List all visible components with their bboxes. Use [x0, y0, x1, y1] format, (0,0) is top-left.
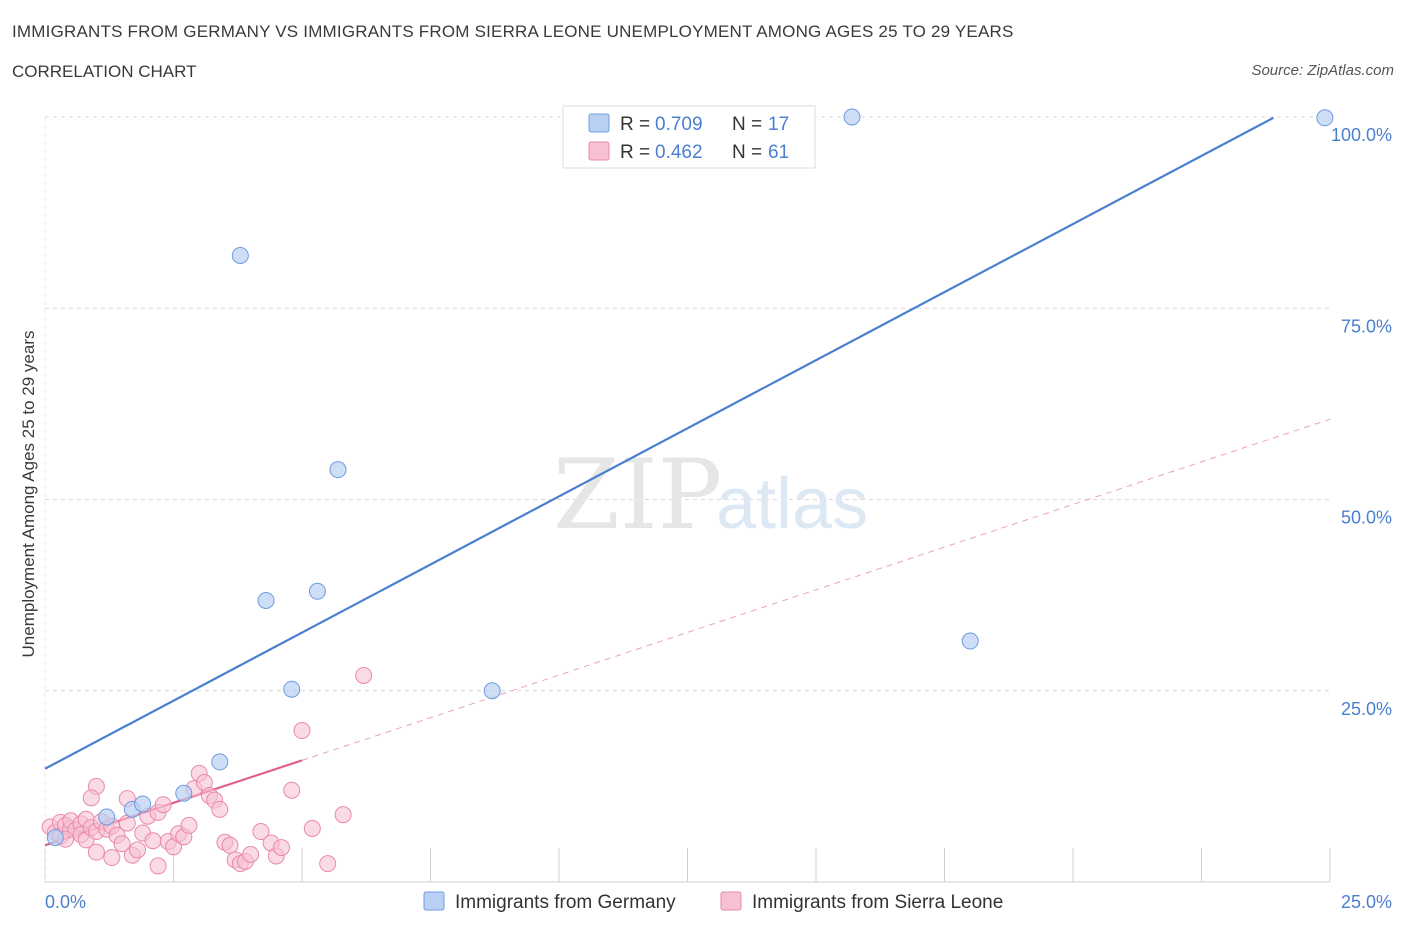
chart-title: IMMIGRANTS FROM GERMANY VS IMMIGRANTS FR… [12, 22, 1014, 41]
y-tick-label: 75.0% [1341, 316, 1392, 336]
legend-swatch-sierra-leone [588, 141, 610, 161]
correlation-legend: R = 0.709 N = 17 R = 0.462 N = 61 [562, 105, 816, 169]
watermark-atlas: atlas [716, 464, 868, 544]
source-label: Source: ZipAtlas.com [1251, 62, 1394, 79]
sierra-leone-point [334, 806, 352, 824]
germany-point [961, 632, 979, 650]
germany-point [46, 829, 64, 847]
germany-point [257, 591, 275, 609]
germany-point [483, 682, 501, 700]
y-tick-label: 25.0% [1341, 699, 1392, 719]
sierra-leone-point [113, 835, 131, 853]
germany-point [98, 808, 116, 826]
germany-point [1316, 109, 1334, 127]
x-axis-ticks [44, 117, 1331, 882]
sierra-leone-point [180, 816, 198, 834]
y-tick-label: 50.0% [1341, 508, 1392, 528]
bottom-legend-swatch-sierra-leone [720, 891, 742, 911]
germany-point [329, 461, 347, 479]
germany-point [231, 246, 249, 264]
sierra-leone-points [41, 666, 373, 875]
watermark-zip: ZIP [553, 439, 722, 551]
sierra-leone-trend-extension [301, 418, 1331, 761]
series-legend: Immigrants from Germany Immigrants from … [423, 891, 1003, 913]
sierra-leone-point [211, 800, 229, 818]
legend-r-label-sierra-leone: R = [620, 142, 650, 163]
sierra-leone-point [144, 832, 162, 850]
sierra-leone-point [129, 841, 147, 859]
sierra-leone-point [103, 849, 121, 867]
sierra-leone-point [221, 836, 239, 854]
germany-point [843, 108, 861, 126]
sierra-leone-point [303, 819, 321, 837]
sierra-leone-point [82, 789, 100, 807]
x-tick-label-min: 0.0% [45, 892, 86, 912]
legend-swatch-germany [588, 113, 610, 133]
sierra-leone-point [154, 796, 172, 814]
y-axis-label: Unemployment Among Ages 25 to 29 years [19, 331, 38, 658]
x-tick-label-max: 25.0% [1341, 892, 1392, 912]
legend-r-value-germany: 0.709 [655, 114, 703, 135]
germany-point [175, 784, 193, 802]
bottom-legend-swatch-germany [423, 891, 445, 911]
germany-point [211, 753, 229, 771]
bottom-legend-label-sierra-leone: Immigrants from Sierra Leone [752, 892, 1003, 913]
gridlines [45, 116, 1330, 692]
sierra-leone-point [283, 781, 301, 799]
sierra-leone-point [272, 839, 290, 857]
legend-n-label-germany: N = [732, 114, 762, 135]
sierra-leone-point [242, 845, 260, 863]
legend-r-label-germany: R = [620, 114, 650, 135]
germany-points [46, 108, 1334, 847]
sierra-leone-point [293, 722, 311, 740]
legend-n-value-sierra-leone: 61 [768, 142, 789, 163]
legend-r-value-sierra-leone: 0.462 [655, 142, 703, 163]
sierra-leone-point [319, 855, 337, 873]
sierra-leone-point [355, 666, 373, 684]
legend-n-value-germany: 17 [768, 114, 789, 135]
bottom-legend-label-germany: Immigrants from Germany [455, 892, 676, 913]
sierra-leone-point [149, 857, 167, 875]
sierra-leone-point [87, 843, 105, 861]
legend-n-label-sierra-leone: N = [732, 142, 762, 163]
y-tick-labels: 100.0% 75.0% 50.0% 25.0% [1331, 125, 1392, 719]
y-tick-label: 100.0% [1331, 125, 1392, 145]
germany-point [134, 795, 152, 813]
sierra-leone-point [252, 823, 270, 841]
germany-trend-line [44, 116, 1274, 770]
germany-point [283, 680, 301, 698]
chart-subtitle: CORRELATION CHART [12, 62, 197, 81]
germany-point [308, 582, 326, 600]
